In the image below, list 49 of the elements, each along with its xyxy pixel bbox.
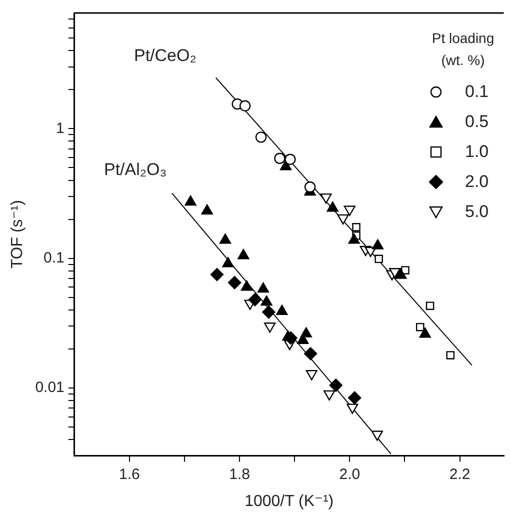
point bbox=[416, 322, 424, 332]
point bbox=[300, 327, 312, 338]
point bbox=[326, 202, 338, 212]
point bbox=[274, 152, 286, 164]
point bbox=[262, 305, 276, 319]
point bbox=[222, 257, 234, 268]
x-tick-label: 1.6 bbox=[119, 466, 140, 483]
point bbox=[284, 154, 296, 165]
y-tick-label: 0.01 bbox=[35, 379, 64, 396]
point bbox=[255, 132, 267, 143]
point bbox=[352, 223, 360, 232]
point bbox=[238, 248, 250, 260]
y-axis-title: TOF (s⁻¹) bbox=[9, 200, 26, 269]
point bbox=[446, 351, 455, 360]
point bbox=[184, 195, 196, 206]
legend-label: 2.0 bbox=[465, 172, 489, 192]
point bbox=[210, 268, 224, 282]
point bbox=[372, 239, 384, 250]
point bbox=[395, 268, 407, 279]
point bbox=[419, 328, 431, 338]
point bbox=[201, 204, 213, 215]
legend-label: 1.0 bbox=[465, 142, 489, 162]
annotation: Pt/Al₂O₃ bbox=[104, 160, 167, 180]
point bbox=[304, 347, 318, 360]
point bbox=[260, 295, 272, 306]
legend-label: 0.1 bbox=[465, 82, 489, 102]
point bbox=[239, 100, 251, 112]
point bbox=[257, 282, 270, 293]
legend-title: Pt loading (wt. %) bbox=[430, 29, 496, 70]
point bbox=[348, 234, 360, 244]
point bbox=[228, 276, 242, 290]
x-tick-label: 1.8 bbox=[229, 466, 250, 483]
x-tick-label: 2.2 bbox=[449, 466, 470, 483]
point bbox=[304, 181, 316, 193]
point bbox=[240, 280, 253, 291]
legend-label: 0.5 bbox=[465, 112, 489, 132]
y-tick-label: 1 bbox=[56, 120, 64, 137]
annotation: Pt/CeO₂ bbox=[134, 46, 196, 66]
point bbox=[329, 378, 342, 392]
point bbox=[248, 293, 262, 306]
point bbox=[374, 254, 383, 264]
x-axis-title: 1000/T (K⁻¹) bbox=[244, 492, 334, 510]
point bbox=[276, 304, 288, 315]
point bbox=[426, 302, 434, 310]
point bbox=[348, 391, 362, 404]
legend-label: 5.0 bbox=[465, 202, 489, 222]
x-tick-label: 2.0 bbox=[339, 466, 360, 483]
point bbox=[219, 234, 232, 244]
y-tick-label: 0.1 bbox=[44, 249, 64, 266]
